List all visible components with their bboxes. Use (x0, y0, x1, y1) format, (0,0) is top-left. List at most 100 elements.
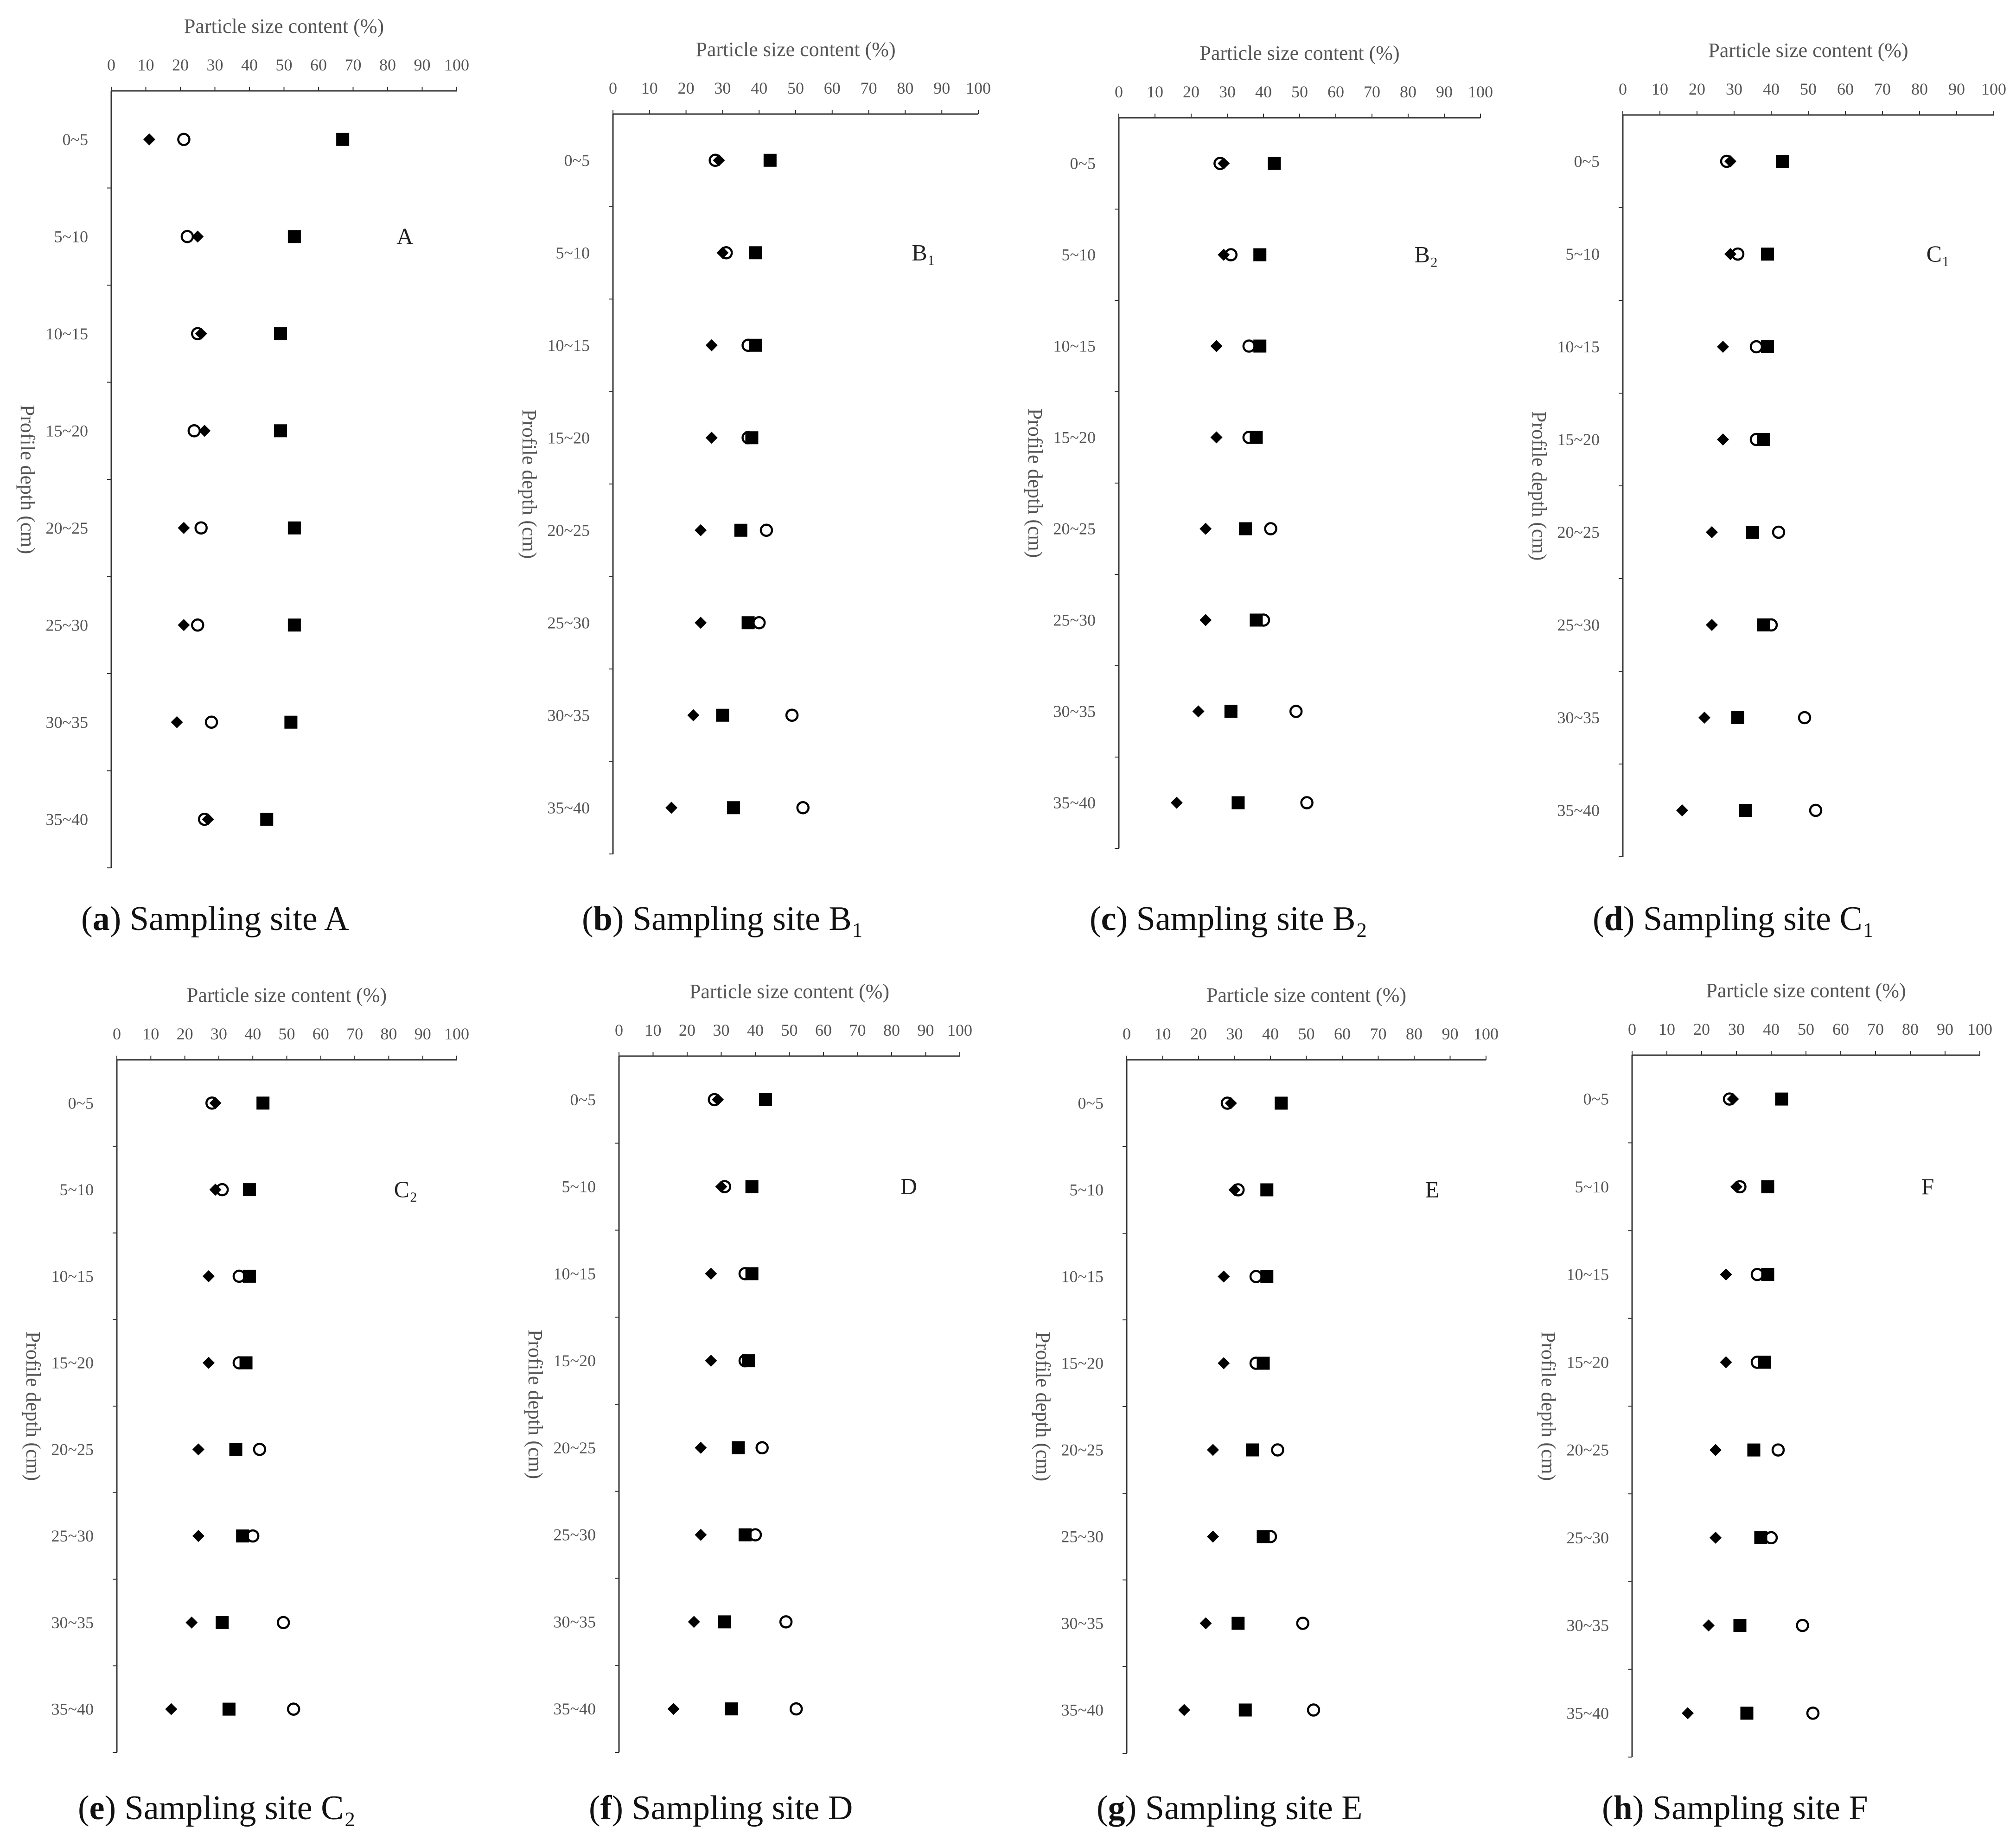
marker-circle-open (204, 715, 218, 729)
marker-circle-open (1798, 711, 1812, 725)
x-axis-title: Particle size content (%) (184, 15, 384, 38)
x-tick-label: 80 (1902, 1020, 1919, 1038)
marker-circle-open (205, 1096, 219, 1110)
x-tick-label: 100 (947, 1021, 972, 1039)
x-tick-label: 60 (1334, 1025, 1351, 1043)
y-tick-label: 20~25 (46, 519, 88, 537)
x-tick-label: 90 (1442, 1025, 1459, 1043)
y-tick-label: 20~25 (554, 1439, 596, 1457)
y-tick-label: 10~15 (1557, 338, 1600, 356)
x-tick-label: 0 (609, 79, 617, 97)
marker-circle-open (1289, 705, 1303, 718)
marker-square-filled (1754, 1531, 1767, 1544)
x-tick-label: 60 (1837, 80, 1854, 98)
x-tick-label: 80 (1911, 80, 1928, 98)
marker-square-filled (727, 801, 740, 815)
x-tick-label: 30 (714, 79, 731, 97)
marker-square-filled (274, 327, 287, 340)
x-tick-label: 70 (346, 1025, 363, 1043)
marker-diamond-filled (1720, 1356, 1732, 1369)
marker-diamond-filled (1730, 1180, 1742, 1193)
marker-square-filled (1253, 339, 1267, 353)
y-tick-label: 15~20 (1061, 1354, 1104, 1373)
x-tick-label: 10 (1155, 1025, 1171, 1043)
marker-diamond-filled (1218, 157, 1230, 170)
y-tick-label: 25~30 (548, 613, 590, 632)
marker-circle-open (1796, 1618, 1809, 1632)
x-tick-label: 70 (1370, 1025, 1387, 1043)
marker-diamond-filled (178, 619, 190, 631)
panel-label: B₁ (912, 239, 935, 265)
marker-square-filled (1260, 1183, 1274, 1197)
x-tick-label: 0 (1619, 80, 1627, 98)
y-tick-label: 15~20 (1567, 1353, 1609, 1371)
panel-g: 0 10 20 30 40 50 60 70 80 90 100 Particle size cont… (1032, 984, 1499, 1754)
y-tick-label: 15~20 (1053, 428, 1096, 447)
marker-square-filled (763, 153, 777, 167)
marker-diamond-filled (1698, 712, 1710, 724)
y-tick-label: 0~5 (1070, 154, 1096, 173)
panel-caption: (f) Sampling site D (589, 1789, 853, 1827)
y-axis-title: Profile depth (cm) (1528, 411, 1550, 561)
x-tick-label: 100 (444, 56, 469, 74)
marker-square-filled (1776, 155, 1789, 168)
x-tick-label: 30 (1226, 1025, 1243, 1043)
x-axis-title: Particle size content (%) (695, 38, 895, 61)
marker-diamond-filled (1228, 1184, 1241, 1196)
marker-circle-open (1213, 157, 1227, 170)
marker-square-filled (336, 133, 350, 146)
marker-square-filled (274, 424, 287, 438)
panel-caption: (g) Sampling site E (1097, 1789, 1363, 1827)
x-tick-label: 100 (1967, 1020, 1992, 1038)
panel-label: A (396, 223, 413, 249)
marker-square-filled (1761, 248, 1774, 261)
marker-circle-open (1723, 1092, 1736, 1106)
marker-circle-open (187, 424, 201, 438)
x-tick-label: 40 (1255, 83, 1272, 101)
caption-text: Sampling site B₂ (1136, 900, 1368, 938)
marker-circle-open (752, 616, 766, 630)
x-tick-label: 30 (1726, 80, 1742, 98)
x-tick-label: 20 (678, 79, 695, 97)
y-tick-label: 25~30 (1061, 1528, 1104, 1546)
marker-square-filled (745, 1267, 759, 1280)
marker-square-filled (287, 618, 301, 632)
panel-label: D (900, 1173, 917, 1199)
caption-letter: c (1101, 900, 1116, 938)
marker-circle-open (253, 1443, 267, 1456)
y-axis-title: Profile depth (cm) (22, 1331, 45, 1481)
x-tick-label: 80 (380, 1025, 397, 1043)
x-tick-label: 60 (1327, 83, 1344, 101)
marker-square-filled (1260, 1270, 1274, 1283)
x-axis-title: Particle size content (%) (1706, 979, 1906, 1002)
y-tick-label: 15~20 (1557, 430, 1600, 449)
marker-circle-open (1307, 1703, 1321, 1717)
y-tick-label: 35~40 (548, 798, 590, 817)
panel-f: 0 10 20 30 40 50 60 70 80 90 100 Particle size cont… (524, 980, 972, 1753)
y-tick-label: 0~5 (1574, 152, 1600, 171)
x-axis-title: Particle size content (%) (1206, 984, 1406, 1006)
y-tick-label: 30~35 (554, 1612, 596, 1631)
marker-circle-open (1271, 1443, 1284, 1457)
marker-square-filled (229, 1443, 242, 1456)
x-tick-label: 90 (1436, 83, 1453, 101)
marker-diamond-filled (165, 1703, 178, 1715)
x-tick-label: 10 (142, 1025, 159, 1043)
x-tick-label: 50 (1798, 1020, 1814, 1038)
y-tick-label: 30~35 (1557, 708, 1600, 727)
caption-letter: a (92, 900, 110, 938)
marker-circle-open (191, 618, 204, 632)
x-tick-label: 50 (1800, 80, 1817, 98)
y-tick-label: 35~40 (1061, 1701, 1104, 1720)
y-tick-label: 25~30 (1053, 611, 1096, 630)
x-tick-label: 20 (1693, 1020, 1710, 1038)
marker-circle-open (785, 708, 799, 722)
marker-diamond-filled (178, 522, 190, 534)
x-tick-label: 20 (1689, 80, 1705, 98)
marker-diamond-filled (716, 247, 729, 259)
x-tick-label: 20 (679, 1021, 695, 1039)
marker-diamond-filled (713, 154, 725, 166)
marker-square-filled (1231, 796, 1245, 809)
marker-circle-open (1296, 1617, 1309, 1630)
